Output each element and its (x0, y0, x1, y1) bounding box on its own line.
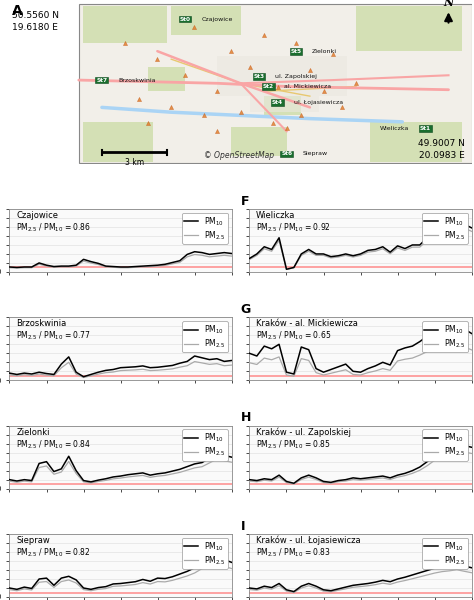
Bar (370, 122, 463, 162)
Text: Wieliczka: Wieliczka (256, 211, 295, 220)
Text: I: I (240, 520, 245, 533)
Bar (171, 6, 240, 35)
Text: Zielonki: Zielonki (16, 428, 50, 437)
Legend: PM$_{10}$, PM$_{2.5}$: PM$_{10}$, PM$_{2.5}$ (182, 430, 228, 461)
Text: PM$_{2.5}$ / PM$_{10}$ = 0.86: PM$_{2.5}$ / PM$_{10}$ = 0.86 (16, 221, 91, 234)
Bar (250, 96, 319, 112)
Text: ul. Łojasiewicza: ul. Łojasiewicza (294, 100, 343, 105)
Text: Zielonki: Zielonki (312, 49, 337, 53)
Text: St6: St6 (281, 151, 292, 157)
Legend: PM$_{10}$, PM$_{2.5}$: PM$_{10}$, PM$_{2.5}$ (182, 538, 228, 569)
Text: N: N (444, 0, 454, 8)
Text: ul. Zapolskiej: ul. Zapolskiej (275, 74, 317, 79)
Text: Brzoskwinia: Brzoskwinia (118, 77, 155, 83)
Text: St4: St4 (272, 100, 283, 105)
Text: PM$_{2.5}$ / PM$_{10}$ = 0.83: PM$_{2.5}$ / PM$_{10}$ = 0.83 (256, 547, 331, 559)
Bar (148, 67, 185, 91)
Text: Wieliczka: Wieliczka (380, 126, 409, 131)
Text: PM$_{2.5}$ / PM$_{10}$ = 0.82: PM$_{2.5}$ / PM$_{10}$ = 0.82 (16, 547, 91, 559)
Legend: PM$_{10}$, PM$_{2.5}$: PM$_{10}$, PM$_{2.5}$ (422, 538, 468, 569)
Text: F: F (240, 195, 249, 208)
Bar (83, 6, 167, 43)
Legend: PM$_{10}$, PM$_{2.5}$: PM$_{10}$, PM$_{2.5}$ (422, 430, 468, 461)
Bar (218, 56, 347, 96)
Bar (79, 4, 472, 163)
Text: PM$_{2.5}$ / PM$_{10}$ = 0.84: PM$_{2.5}$ / PM$_{10}$ = 0.84 (16, 438, 91, 451)
Text: Kraków - ul. Zapolskiej: Kraków - ul. Zapolskiej (256, 428, 351, 437)
Text: PM$_{2.5}$ / PM$_{10}$ = 0.65: PM$_{2.5}$ / PM$_{10}$ = 0.65 (256, 330, 331, 343)
Text: Kraków - ul. Łojasiewicza: Kraków - ul. Łojasiewicza (256, 536, 361, 545)
Legend: PM$_{10}$, PM$_{2.5}$: PM$_{10}$, PM$_{2.5}$ (182, 321, 228, 352)
Text: St0: St0 (180, 17, 191, 22)
Text: 50.5560 N
19.6180 E: 50.5560 N 19.6180 E (12, 11, 59, 32)
Text: Czajowice: Czajowice (16, 211, 58, 220)
Text: St1: St1 (420, 126, 431, 131)
Text: Czajowice: Czajowice (201, 17, 233, 22)
Text: St7: St7 (96, 77, 108, 83)
Text: Kraków - al. Mickiewicza: Kraków - al. Mickiewicza (256, 319, 358, 328)
Bar (83, 122, 153, 162)
Text: Siepraw: Siepraw (303, 151, 328, 157)
Text: PM$_{2.5}$ / PM$_{10}$ = 0.85: PM$_{2.5}$ / PM$_{10}$ = 0.85 (256, 438, 331, 451)
Text: al. Mickiewicza: al. Mickiewicza (284, 84, 332, 89)
Text: St2: St2 (263, 84, 274, 89)
Text: PM$_{2.5}$ / PM$_{10}$ = 0.77: PM$_{2.5}$ / PM$_{10}$ = 0.77 (16, 330, 91, 343)
Bar (264, 96, 301, 115)
Text: Siepraw: Siepraw (16, 536, 50, 545)
Text: A: A (12, 4, 23, 18)
Bar (356, 6, 463, 51)
Text: Brzoskwinia: Brzoskwinia (16, 319, 66, 328)
Text: PM$_{2.5}$ / PM$_{10}$ = 0.92: PM$_{2.5}$ / PM$_{10}$ = 0.92 (256, 221, 331, 234)
Legend: PM$_{10}$, PM$_{2.5}$: PM$_{10}$, PM$_{2.5}$ (422, 321, 468, 352)
Text: St5: St5 (291, 49, 301, 53)
Text: © OpenStreetMap: © OpenStreetMap (203, 151, 273, 160)
Text: 3 km: 3 km (125, 158, 144, 167)
Bar (231, 127, 287, 155)
Text: G: G (240, 303, 251, 316)
Legend: PM$_{10}$, PM$_{2.5}$: PM$_{10}$, PM$_{2.5}$ (422, 213, 468, 244)
Text: St3: St3 (254, 74, 264, 79)
Legend: PM$_{10}$, PM$_{2.5}$: PM$_{10}$, PM$_{2.5}$ (182, 213, 228, 244)
Text: H: H (240, 412, 251, 424)
Text: 49.9007 N
20.0983 E: 49.9007 N 20.0983 E (418, 139, 465, 160)
